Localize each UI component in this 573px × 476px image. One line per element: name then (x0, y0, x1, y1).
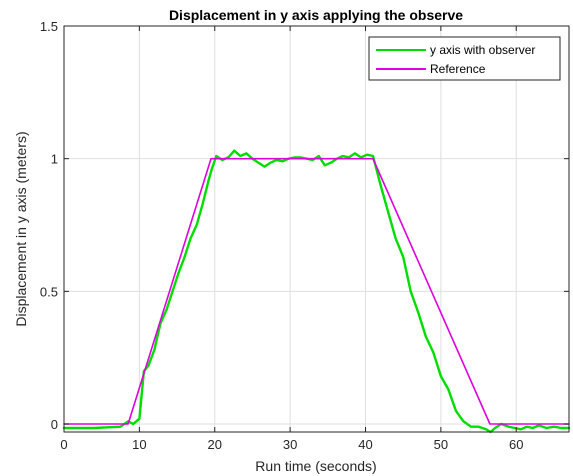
legend-label-observer: y axis with observer (430, 43, 535, 57)
legend-box (368, 36, 561, 81)
x-tick-label: 0 (60, 437, 67, 452)
y-tick-label: 1 (51, 152, 58, 167)
x-tick-label: 30 (283, 437, 297, 452)
x-tick-label: 60 (509, 437, 523, 452)
legend: y axis with observer Reference (368, 36, 561, 81)
plot-frame (63, 25, 570, 433)
x-tick-label: 40 (358, 437, 372, 452)
x-tick-label: 10 (132, 437, 146, 452)
axis-ticks: 0 10 20 30 40 50 60 0 0.5 1 1.5 (40, 19, 569, 452)
x-axis-label: Run time (seconds) (255, 458, 376, 474)
legend-label-reference: Reference (430, 62, 486, 76)
x-tick-label: 50 (434, 437, 448, 452)
y-axis-label: Displacement in y axis (meters) (13, 131, 29, 326)
x-tick-label: 20 (208, 437, 222, 452)
y-tick-label: 1.5 (40, 19, 58, 34)
y-tick-label: 0 (51, 417, 58, 432)
y-tick-label: 0.5 (40, 284, 58, 299)
series-line-reference (63, 157, 570, 425)
chart-title: Displacement in y axis applying the obse… (169, 7, 463, 23)
